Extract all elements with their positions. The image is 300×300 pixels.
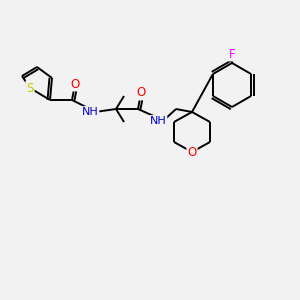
Text: NH: NH (150, 116, 166, 126)
Text: NH: NH (82, 107, 98, 117)
Text: O: O (188, 146, 196, 158)
Text: F: F (229, 47, 235, 61)
Text: O: O (136, 86, 146, 100)
Text: O: O (70, 77, 80, 91)
Text: S: S (26, 82, 34, 94)
